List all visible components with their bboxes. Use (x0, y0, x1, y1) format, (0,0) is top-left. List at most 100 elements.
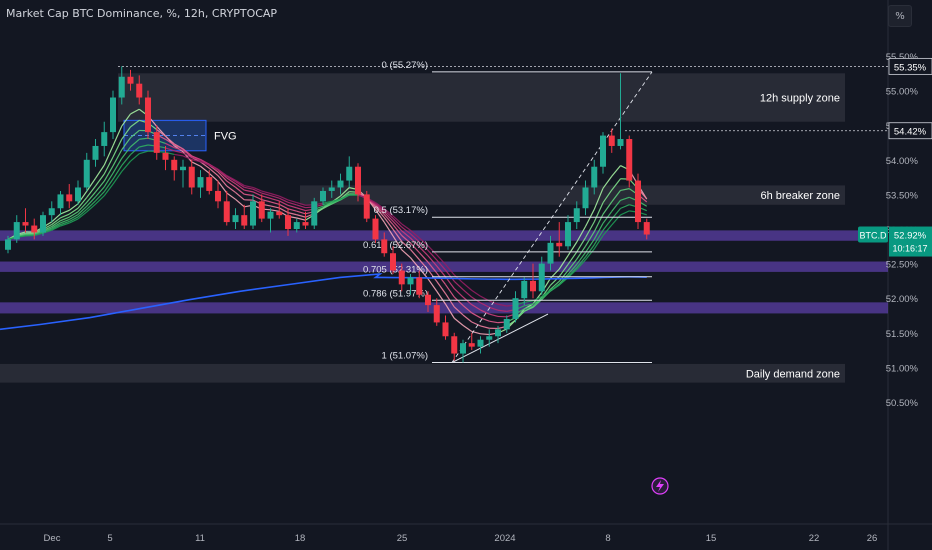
ribbon-line (558, 255, 569, 270)
candle (600, 132, 606, 174)
candle (293, 218, 300, 233)
ribbon-line (121, 113, 131, 127)
ribbon-line (226, 192, 236, 200)
ribbon-line (471, 321, 481, 327)
candle-body (145, 97, 151, 133)
ribbon-line (436, 265, 446, 278)
candle (425, 291, 431, 313)
lightning-icon (656, 480, 664, 492)
zone-label: Daily demand zone (746, 368, 840, 380)
ribbon-line (480, 325, 490, 329)
ribbon-line (121, 160, 131, 172)
fib-trend-line[interactable] (451, 71, 653, 363)
ribbon-line (427, 261, 438, 274)
candle-body (521, 280, 528, 299)
ribbon-line (112, 149, 123, 167)
candle-body (381, 239, 388, 254)
ribbon-line (270, 195, 280, 199)
ribbon-line (584, 231, 595, 247)
candle (477, 336, 484, 354)
price-tick-label: 50.50% (886, 398, 919, 409)
ribbon-line (567, 263, 578, 275)
price-tag-value: 55.35% (894, 62, 927, 73)
ribbon-line (60, 216, 70, 222)
time-tick-label: 15 (706, 533, 717, 544)
ribbon-line (593, 229, 604, 246)
ribbon-line (51, 217, 61, 225)
trend-line[interactable] (451, 313, 549, 364)
ribbon-line (60, 222, 70, 227)
ribbon-line (244, 189, 254, 193)
candle (136, 75, 143, 105)
ribbon-line (383, 211, 394, 222)
ribbon-line (445, 284, 455, 298)
ribbon-line (51, 213, 61, 223)
candle (206, 170, 213, 195)
ribbon-line (182, 149, 193, 157)
ribbon-line (410, 229, 420, 239)
chart-title: Market Cap BTC Dominance, %, 12h, CRYPTO… (6, 7, 278, 20)
ribbon-line (68, 211, 79, 218)
ribbon-line (68, 218, 79, 224)
ribbon-line (611, 178, 621, 191)
alert-icon[interactable] (651, 477, 669, 495)
candle (538, 256, 545, 295)
candle (5, 235, 11, 254)
price-tags: 55.35% 54.42% BTC.D 52.92% 10:16:17 (858, 57, 932, 257)
ribbon-line (51, 224, 61, 230)
candle-body (442, 322, 449, 337)
ribbon-line (261, 190, 271, 195)
candle-body (582, 187, 589, 209)
candle (276, 201, 283, 219)
long-moving-average (0, 272, 647, 331)
candle-body (643, 222, 650, 235)
candle-body (31, 225, 38, 233)
candle-body (267, 211, 274, 219)
ribbon-line (558, 264, 569, 277)
ribbon-line (226, 185, 236, 193)
ribbon-line (445, 269, 455, 282)
candle (582, 180, 589, 216)
candle-body (591, 166, 598, 188)
candle-body (416, 277, 423, 295)
candle (180, 159, 186, 188)
ribbon-line (480, 333, 490, 336)
ribbon-line (453, 288, 464, 298)
ribbon-line (77, 190, 88, 205)
candle-body (407, 277, 414, 285)
ribbon-line (296, 204, 306, 209)
ribbon-line (174, 144, 184, 150)
ribbon-line (95, 191, 105, 202)
time-tick-label: 5 (107, 533, 112, 544)
ribbon-line (95, 186, 105, 198)
ribbon-line (480, 309, 490, 315)
ribbon-line (445, 263, 455, 276)
candle (66, 184, 73, 209)
ribbon-line (497, 309, 507, 312)
ribbon-line (611, 199, 621, 212)
zone-labels: 12h supply zone 6h breaker zone Daily dema… (214, 93, 840, 381)
ribbon-line (121, 126, 131, 140)
candle (162, 145, 169, 171)
candle-body (250, 201, 256, 226)
ribbon-line (200, 161, 210, 166)
ribbon-line (208, 164, 219, 173)
time-tick-label: 11 (195, 533, 205, 544)
price-tick-label: 52.50% (886, 260, 919, 271)
ribbon-line (287, 201, 297, 206)
candle (40, 211, 46, 236)
ribbon-line (340, 191, 350, 200)
candle (127, 69, 134, 91)
candle-body (232, 215, 239, 223)
ribbon-line (585, 244, 595, 258)
ribbon-line (77, 201, 88, 213)
candle-body (162, 152, 169, 160)
time-axis[interactable]: Dec 5 11 18 25 2024 8 15 22 26 (44, 533, 878, 544)
ribbon-line (278, 203, 289, 210)
candle-body (635, 180, 641, 223)
ribbon-line (139, 137, 149, 140)
ribbon-line (375, 206, 385, 218)
percent-scale-button[interactable]: % (888, 5, 912, 27)
ribbon-line (244, 193, 254, 197)
